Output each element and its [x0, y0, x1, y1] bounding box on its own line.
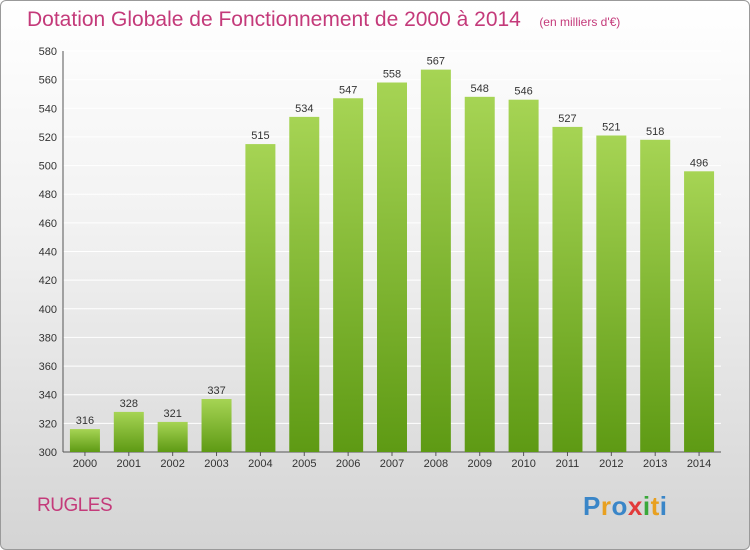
x-tick-label: 2014 [687, 458, 711, 470]
data-label: 316 [76, 415, 94, 427]
data-label: 548 [471, 83, 489, 95]
y-tick-label: 320 [39, 418, 57, 430]
bar [420, 69, 451, 452]
bar [289, 116, 320, 452]
data-label: 321 [163, 408, 181, 420]
data-label: 547 [339, 84, 357, 96]
bar [684, 171, 715, 453]
x-tick-label: 2009 [467, 458, 491, 470]
y-tick-label: 540 [39, 103, 57, 115]
chart-title: Dotation Globale de Fonctionnement de 20… [27, 8, 521, 31]
bar [377, 82, 407, 452]
x-tick-label: 2008 [424, 458, 448, 470]
x-tick-label: 2003 [204, 458, 228, 470]
bar [508, 99, 539, 452]
logo-letter: o [611, 491, 628, 521]
x-tick-label: 2000 [73, 458, 97, 470]
data-label: 521 [602, 121, 620, 133]
logo-letter: r [600, 491, 612, 521]
data-label: 527 [558, 113, 576, 125]
chart-unit: (en milliers d'€) [539, 15, 621, 29]
proxiti-logo: Proxiti [583, 491, 667, 522]
y-tick-label: 480 [39, 189, 57, 201]
y-tick-label: 580 [39, 46, 57, 58]
x-tick-label: 2007 [380, 458, 404, 470]
data-label: 518 [646, 126, 664, 138]
y-tick-label: 500 [39, 161, 57, 173]
title-block: Dotation Globale de Fonctionnement de 20… [27, 8, 620, 32]
y-tick-label: 420 [39, 275, 57, 287]
y-tick-label: 520 [39, 132, 57, 144]
x-tick-label: 2001 [117, 458, 141, 470]
x-tick-label: 2010 [511, 458, 535, 470]
data-label: 515 [251, 130, 269, 142]
y-tick-label: 380 [39, 332, 57, 344]
bar [245, 144, 276, 452]
x-tick-label: 2012 [599, 458, 623, 470]
x-tick-label: 2004 [248, 458, 272, 470]
y-tick-label: 460 [39, 218, 57, 230]
logo-letter: i [659, 491, 668, 521]
y-tick-label: 400 [39, 304, 57, 316]
x-tick-label: 2005 [292, 458, 316, 470]
data-label: 546 [514, 86, 532, 98]
data-label: 328 [120, 398, 138, 410]
commune-name: RUGLES [37, 495, 113, 516]
bar [596, 135, 627, 452]
y-tick-label: 340 [39, 390, 57, 402]
bar [640, 139, 671, 453]
logo-letter: t [650, 491, 660, 521]
data-label: 337 [207, 385, 225, 397]
bar [201, 399, 232, 452]
x-tick-label: 2006 [336, 458, 360, 470]
x-tick-label: 2011 [556, 458, 580, 470]
y-tick-label: 300 [39, 447, 57, 459]
y-tick-label: 440 [39, 247, 57, 259]
data-label: 558 [383, 69, 401, 81]
logo-letter: x [627, 491, 643, 521]
bar [464, 96, 495, 452]
logo-letter: P [583, 491, 601, 521]
bar [69, 429, 100, 452]
y-tick-label: 360 [39, 361, 57, 373]
x-tick-label: 2013 [643, 458, 667, 470]
data-label: 496 [690, 157, 708, 169]
bar [113, 411, 144, 452]
y-tick-label: 560 [39, 75, 57, 87]
data-label: 567 [427, 56, 445, 68]
bar [552, 126, 583, 453]
data-label: 534 [295, 103, 313, 115]
logo-letter: i [642, 491, 651, 521]
x-tick-label: 2002 [160, 458, 184, 470]
bar [333, 98, 364, 452]
bar [157, 421, 188, 452]
